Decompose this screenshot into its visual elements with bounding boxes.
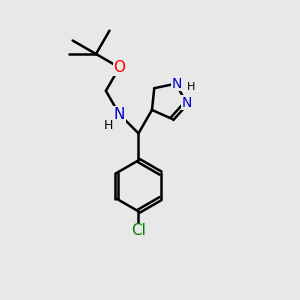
Text: H: H — [103, 119, 113, 132]
Text: Cl: Cl — [131, 224, 146, 238]
Text: N: N — [182, 96, 192, 110]
Text: H: H — [187, 82, 195, 92]
Text: N: N — [114, 107, 125, 122]
Text: N: N — [172, 77, 182, 91]
Text: O: O — [113, 60, 125, 75]
